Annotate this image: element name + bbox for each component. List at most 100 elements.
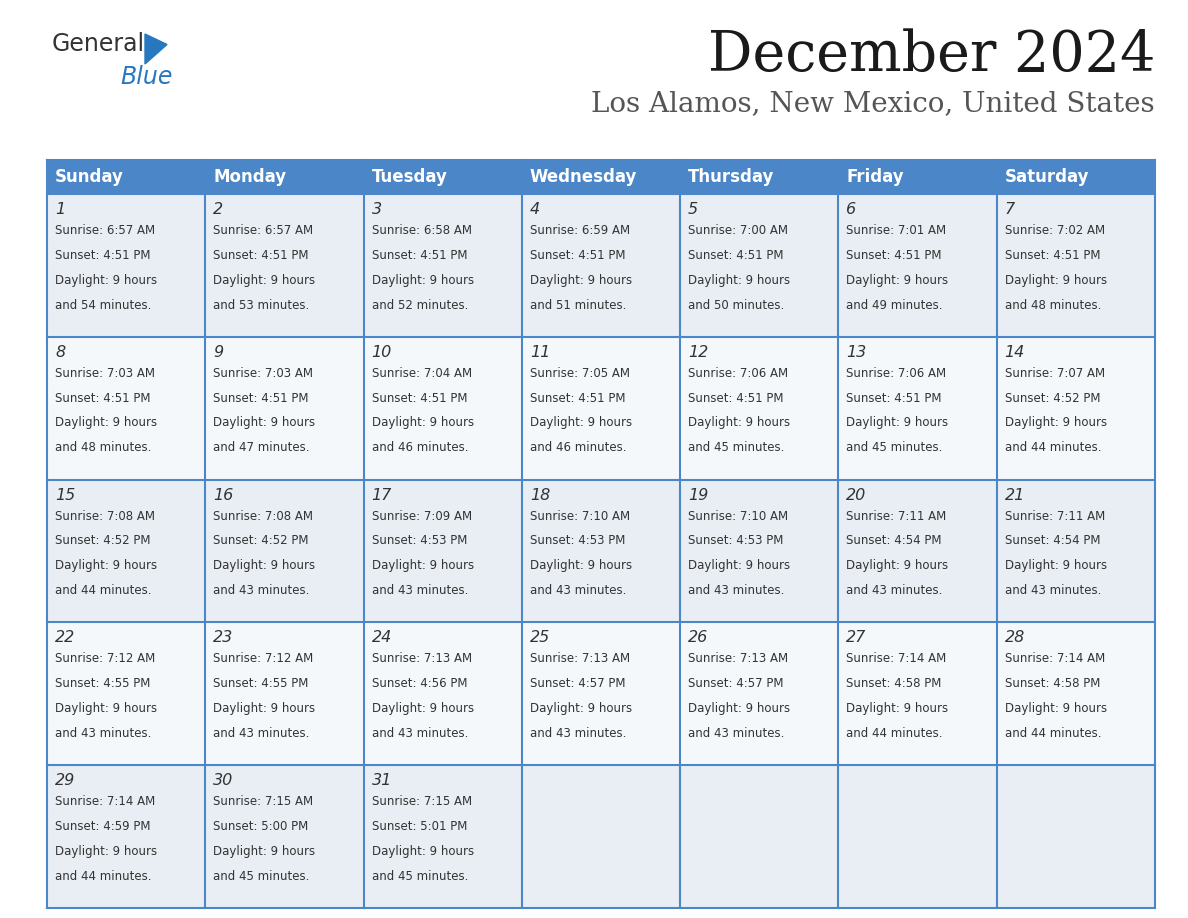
- Text: Daylight: 9 hours: Daylight: 9 hours: [372, 559, 474, 572]
- Text: and 49 minutes.: and 49 minutes.: [846, 298, 943, 311]
- Bar: [522, 479, 681, 622]
- Text: and 43 minutes.: and 43 minutes.: [530, 584, 626, 597]
- Text: Sunrise: 7:13 AM: Sunrise: 7:13 AM: [530, 653, 630, 666]
- Text: Daylight: 9 hours: Daylight: 9 hours: [688, 417, 790, 430]
- Bar: [681, 337, 839, 479]
- Text: and 45 minutes.: and 45 minutes.: [372, 869, 468, 883]
- Text: 7: 7: [1005, 202, 1015, 217]
- Bar: [206, 160, 364, 194]
- Bar: [364, 160, 522, 194]
- Text: 2: 2: [214, 202, 223, 217]
- Text: and 45 minutes.: and 45 minutes.: [688, 442, 784, 454]
- Text: 23: 23: [214, 631, 234, 645]
- Text: Sunset: 4:52 PM: Sunset: 4:52 PM: [214, 534, 309, 547]
- Text: 31: 31: [372, 773, 392, 789]
- Text: Daylight: 9 hours: Daylight: 9 hours: [55, 559, 157, 572]
- Text: and 43 minutes.: and 43 minutes.: [1005, 584, 1101, 597]
- Text: Sunset: 4:51 PM: Sunset: 4:51 PM: [55, 249, 151, 262]
- Text: and 53 minutes.: and 53 minutes.: [214, 298, 310, 311]
- Text: and 43 minutes.: and 43 minutes.: [688, 584, 784, 597]
- Text: Daylight: 9 hours: Daylight: 9 hours: [214, 702, 315, 715]
- Text: Sunrise: 7:13 AM: Sunrise: 7:13 AM: [688, 653, 789, 666]
- Text: Sunset: 4:51 PM: Sunset: 4:51 PM: [372, 392, 467, 405]
- Text: Sunday: Sunday: [55, 168, 124, 186]
- Bar: [839, 194, 997, 337]
- Text: Sunrise: 7:08 AM: Sunrise: 7:08 AM: [55, 509, 154, 522]
- Bar: [364, 194, 522, 337]
- Text: Sunset: 4:51 PM: Sunset: 4:51 PM: [688, 392, 784, 405]
- Bar: [48, 194, 206, 337]
- Text: and 45 minutes.: and 45 minutes.: [214, 869, 310, 883]
- Text: Sunrise: 6:57 AM: Sunrise: 6:57 AM: [214, 224, 314, 237]
- Bar: [522, 194, 681, 337]
- Text: Sunset: 4:55 PM: Sunset: 4:55 PM: [55, 677, 151, 690]
- Text: Sunrise: 6:59 AM: Sunrise: 6:59 AM: [530, 224, 630, 237]
- Text: and 44 minutes.: and 44 minutes.: [55, 869, 152, 883]
- Text: Daylight: 9 hours: Daylight: 9 hours: [530, 274, 632, 286]
- Text: Sunset: 4:51 PM: Sunset: 4:51 PM: [846, 392, 942, 405]
- Text: Sunrise: 7:12 AM: Sunrise: 7:12 AM: [55, 653, 156, 666]
- Text: Sunset: 4:58 PM: Sunset: 4:58 PM: [1005, 677, 1100, 690]
- Text: and 43 minutes.: and 43 minutes.: [372, 584, 468, 597]
- Bar: [839, 160, 997, 194]
- Text: 28: 28: [1005, 631, 1025, 645]
- Text: Sunrise: 7:00 AM: Sunrise: 7:00 AM: [688, 224, 788, 237]
- Text: Sunset: 4:51 PM: Sunset: 4:51 PM: [530, 392, 625, 405]
- Text: 8: 8: [55, 345, 65, 360]
- Text: Daylight: 9 hours: Daylight: 9 hours: [55, 702, 157, 715]
- Text: Sunset: 4:51 PM: Sunset: 4:51 PM: [530, 249, 625, 262]
- Text: Sunset: 4:57 PM: Sunset: 4:57 PM: [688, 677, 784, 690]
- Text: Sunset: 4:51 PM: Sunset: 4:51 PM: [372, 249, 467, 262]
- Text: Sunset: 4:59 PM: Sunset: 4:59 PM: [55, 820, 151, 833]
- Text: and 43 minutes.: and 43 minutes.: [214, 584, 310, 597]
- Bar: [364, 337, 522, 479]
- Text: Monday: Monday: [214, 168, 286, 186]
- Text: 5: 5: [688, 202, 699, 217]
- Text: Sunrise: 7:03 AM: Sunrise: 7:03 AM: [214, 367, 314, 380]
- Bar: [997, 160, 1155, 194]
- Text: Sunrise: 7:05 AM: Sunrise: 7:05 AM: [530, 367, 630, 380]
- Text: Sunrise: 7:14 AM: Sunrise: 7:14 AM: [846, 653, 947, 666]
- Text: December 2024: December 2024: [708, 28, 1155, 83]
- Text: Daylight: 9 hours: Daylight: 9 hours: [1005, 274, 1107, 286]
- Bar: [206, 194, 364, 337]
- Text: 25: 25: [530, 631, 550, 645]
- Text: Daylight: 9 hours: Daylight: 9 hours: [846, 274, 948, 286]
- Text: Daylight: 9 hours: Daylight: 9 hours: [688, 274, 790, 286]
- Text: Sunrise: 7:15 AM: Sunrise: 7:15 AM: [214, 795, 314, 808]
- Text: Sunrise: 6:58 AM: Sunrise: 6:58 AM: [372, 224, 472, 237]
- Text: and 54 minutes.: and 54 minutes.: [55, 298, 151, 311]
- Text: Sunrise: 7:12 AM: Sunrise: 7:12 AM: [214, 653, 314, 666]
- Text: Saturday: Saturday: [1005, 168, 1089, 186]
- Text: Sunset: 4:57 PM: Sunset: 4:57 PM: [530, 677, 625, 690]
- Bar: [206, 766, 364, 908]
- Bar: [839, 337, 997, 479]
- Bar: [364, 479, 522, 622]
- Text: Sunrise: 7:04 AM: Sunrise: 7:04 AM: [372, 367, 472, 380]
- Text: and 43 minutes.: and 43 minutes.: [372, 727, 468, 740]
- Text: Los Alamos, New Mexico, United States: Los Alamos, New Mexico, United States: [592, 90, 1155, 117]
- Text: Sunrise: 7:08 AM: Sunrise: 7:08 AM: [214, 509, 314, 522]
- Text: Sunrise: 7:09 AM: Sunrise: 7:09 AM: [372, 509, 472, 522]
- Text: and 43 minutes.: and 43 minutes.: [846, 584, 943, 597]
- Text: Daylight: 9 hours: Daylight: 9 hours: [846, 702, 948, 715]
- Text: 13: 13: [846, 345, 867, 360]
- Bar: [206, 622, 364, 766]
- Text: Daylight: 9 hours: Daylight: 9 hours: [55, 417, 157, 430]
- Text: Sunrise: 6:57 AM: Sunrise: 6:57 AM: [55, 224, 156, 237]
- Text: and 45 minutes.: and 45 minutes.: [846, 442, 943, 454]
- Text: 17: 17: [372, 487, 392, 502]
- Text: Sunrise: 7:11 AM: Sunrise: 7:11 AM: [1005, 509, 1105, 522]
- Text: Sunrise: 7:15 AM: Sunrise: 7:15 AM: [372, 795, 472, 808]
- Text: and 46 minutes.: and 46 minutes.: [530, 442, 626, 454]
- Text: Sunrise: 7:10 AM: Sunrise: 7:10 AM: [530, 509, 630, 522]
- Text: Sunset: 4:53 PM: Sunset: 4:53 PM: [372, 534, 467, 547]
- Bar: [997, 194, 1155, 337]
- Text: Sunrise: 7:14 AM: Sunrise: 7:14 AM: [55, 795, 156, 808]
- Text: 26: 26: [688, 631, 708, 645]
- Text: Sunrise: 7:14 AM: Sunrise: 7:14 AM: [1005, 653, 1105, 666]
- Bar: [522, 337, 681, 479]
- Text: 19: 19: [688, 487, 708, 502]
- Text: Sunrise: 7:06 AM: Sunrise: 7:06 AM: [688, 367, 789, 380]
- Text: Daylight: 9 hours: Daylight: 9 hours: [372, 274, 474, 286]
